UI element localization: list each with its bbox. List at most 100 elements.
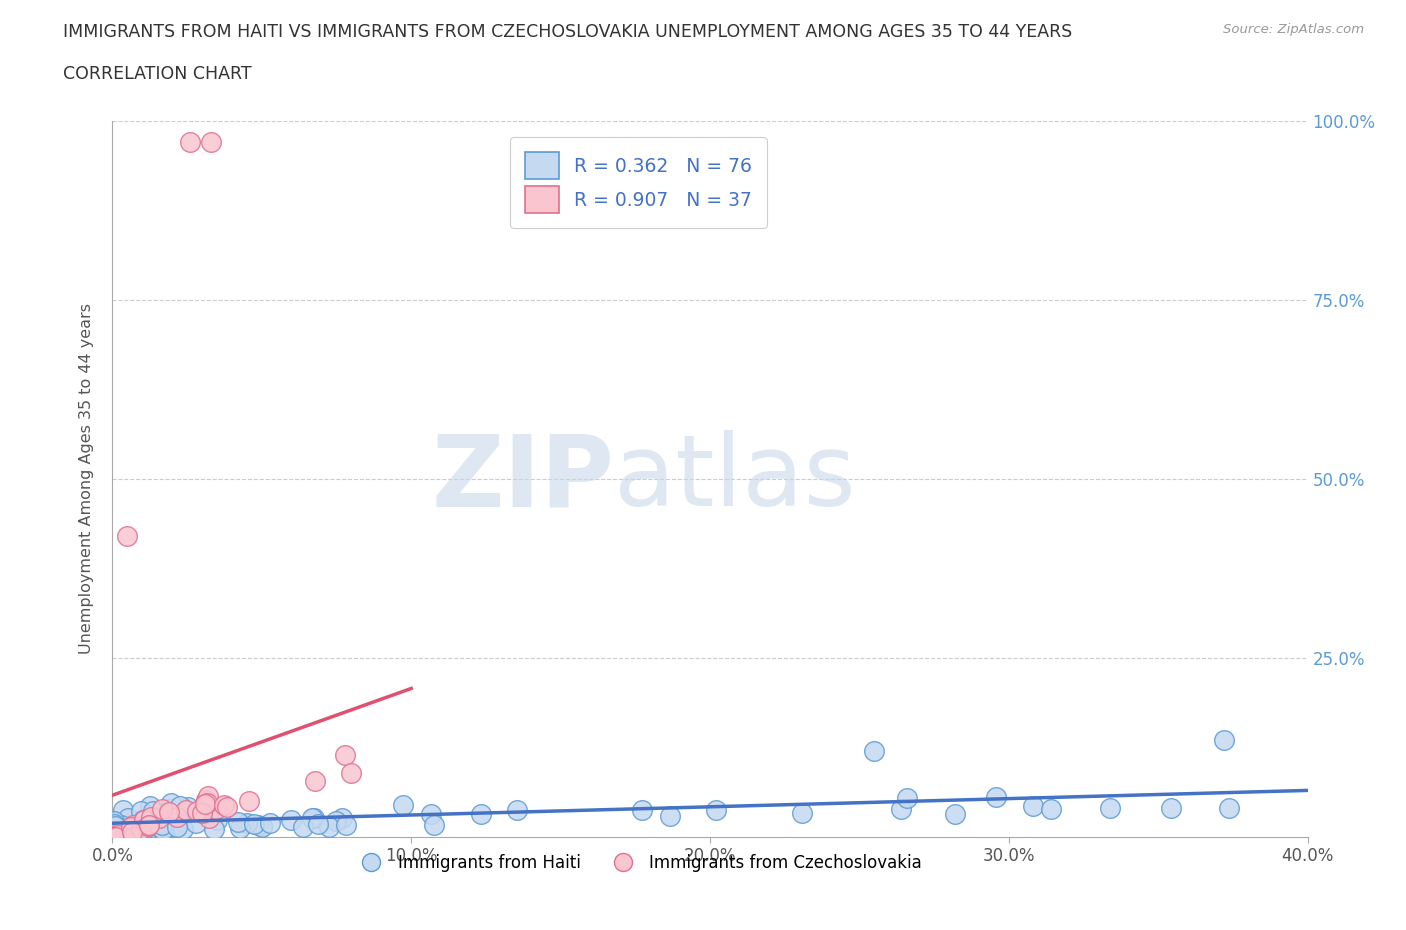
Point — [107, 820, 129, 835]
Point — [259, 816, 281, 830]
Point — [110, 824, 132, 839]
Point — [292, 819, 315, 834]
Point — [121, 830, 143, 844]
Point — [132, 813, 155, 828]
Point — [318, 819, 340, 834]
Point — [172, 821, 194, 836]
Point — [207, 813, 229, 828]
Point — [110, 817, 132, 832]
Point — [197, 789, 219, 804]
Point — [214, 798, 236, 813]
Point — [121, 824, 143, 839]
Point — [166, 809, 188, 824]
Point — [229, 821, 252, 836]
Point — [105, 830, 128, 844]
Point — [631, 803, 654, 817]
Y-axis label: Unemployment Among Ages 35 to 44 years: Unemployment Among Ages 35 to 44 years — [79, 303, 94, 655]
Point — [148, 810, 170, 825]
Point — [335, 817, 357, 832]
Point — [149, 812, 172, 827]
Point — [200, 135, 222, 150]
Point — [191, 805, 214, 820]
Point — [124, 822, 146, 837]
Point — [304, 774, 326, 789]
Point — [505, 803, 527, 817]
Point — [704, 803, 727, 817]
Point — [236, 815, 259, 830]
Point — [198, 810, 221, 825]
Point — [159, 802, 181, 817]
Point — [194, 797, 217, 812]
Text: CORRELATION CHART: CORRELATION CHART — [63, 65, 252, 83]
Text: ZIP: ZIP — [432, 431, 614, 527]
Point — [169, 798, 191, 813]
Text: IMMIGRANTS FROM HAITI VS IMMIGRANTS FROM CZECHOSLOVAKIA UNEMPLOYMENT AMONG AGES : IMMIGRANTS FROM HAITI VS IMMIGRANTS FROM… — [63, 23, 1073, 41]
Point — [129, 821, 152, 836]
Point — [340, 765, 363, 780]
Point — [149, 817, 172, 831]
Point — [135, 820, 157, 835]
Point — [186, 816, 208, 830]
Point — [139, 798, 162, 813]
Point — [228, 814, 250, 829]
Point — [986, 790, 1008, 804]
Point — [302, 811, 325, 826]
Point — [943, 806, 966, 821]
Point — [163, 818, 186, 833]
Point — [157, 804, 180, 819]
Point — [138, 817, 160, 832]
Text: atlas: atlas — [614, 431, 856, 527]
Point — [470, 806, 492, 821]
Point — [205, 802, 228, 817]
Point — [177, 800, 200, 815]
Point — [420, 807, 443, 822]
Point — [863, 744, 886, 759]
Point — [176, 803, 198, 817]
Point — [325, 814, 347, 829]
Point — [1099, 801, 1122, 816]
Point — [1040, 802, 1063, 817]
Point — [1218, 801, 1240, 816]
Point — [166, 820, 188, 835]
Point — [659, 808, 682, 823]
Point — [148, 819, 170, 834]
Point — [896, 790, 918, 805]
Point — [150, 802, 173, 817]
Point — [1022, 798, 1045, 813]
Point — [392, 798, 415, 813]
Point — [122, 817, 145, 832]
Point — [179, 135, 201, 150]
Point — [103, 814, 125, 829]
Point — [194, 796, 217, 811]
Point — [136, 818, 159, 833]
Point — [195, 796, 218, 811]
Point — [103, 830, 125, 844]
Point — [242, 817, 264, 831]
Point — [132, 813, 155, 828]
Point — [103, 830, 125, 844]
Point — [202, 822, 225, 837]
Point — [238, 793, 260, 808]
Point — [139, 809, 162, 824]
Point — [195, 792, 218, 807]
Point — [120, 819, 142, 834]
Point — [104, 818, 127, 833]
Point — [117, 811, 139, 826]
Legend: Immigrants from Haiti, Immigrants from Czechoslovakia: Immigrants from Haiti, Immigrants from C… — [349, 847, 928, 879]
Point — [163, 820, 186, 835]
Point — [160, 819, 183, 834]
Point — [160, 795, 183, 810]
Point — [247, 817, 270, 832]
Point — [176, 806, 198, 821]
Point — [252, 820, 274, 835]
Point — [101, 815, 124, 830]
Point — [103, 817, 125, 831]
Point — [186, 804, 208, 818]
Text: Source: ZipAtlas.com: Source: ZipAtlas.com — [1223, 23, 1364, 36]
Point — [157, 807, 180, 822]
Point — [127, 821, 149, 836]
Point — [142, 804, 165, 818]
Point — [280, 812, 302, 827]
Point — [307, 817, 329, 831]
Point — [152, 817, 174, 832]
